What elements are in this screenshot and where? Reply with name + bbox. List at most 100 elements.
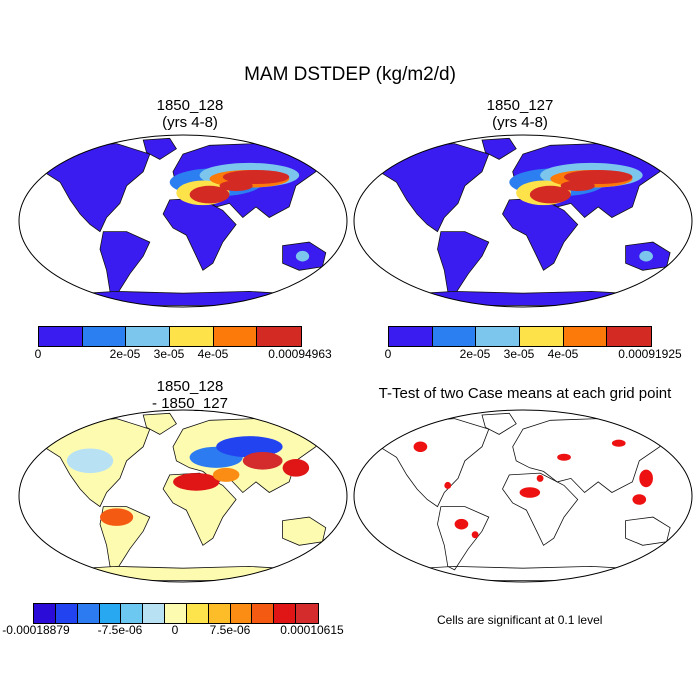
deposition-region [560,180,595,192]
land-africa [502,197,579,271]
significant-cell [471,531,479,539]
colorbar-swatch [296,604,318,623]
colorbar-swatch [165,604,187,623]
colorbar-swatch [432,327,477,346]
land-samerica [437,506,490,571]
land-namerica [368,418,490,508]
colorbar-swatch [39,327,83,346]
colorbar-swatch [519,327,564,346]
land-eurasia [512,418,668,494]
colorbar-swatch [274,604,297,623]
land-namerica [32,143,151,233]
map-border [18,409,348,583]
difference-region [66,448,114,474]
map-border [18,134,348,308]
colorbar-swatch [563,327,608,346]
significant-cell [639,469,653,488]
map-border [353,409,693,583]
land-greenland [142,137,177,160]
colorbar-swatch [121,604,144,623]
significant-cell [519,487,541,498]
panel2-tick-label: 0 [384,347,392,361]
panel2-tick-label: 3e-05 [503,347,535,361]
colorbar-swatch [213,327,258,346]
colorbar-swatch [77,604,100,623]
difference-region [242,452,283,470]
colorbar-swatch [34,604,56,623]
difference-region [100,508,134,526]
panel3-title: 1850_128 - 1850_127 [90,378,290,412]
panel3-tick-label: 0 [171,623,179,637]
panel2-map [353,134,693,308]
colorbar-swatch [257,327,301,346]
colorbar-swatch [186,604,209,623]
panel3-title-line1: 1850_128 [156,378,224,395]
significant-cell [536,474,544,482]
land-namerica [368,143,490,233]
panel2-colorbar [388,326,652,347]
deposition-region [295,250,310,262]
colorbar-swatch [99,604,122,623]
panel1-tick-label: 0.00094963 [268,347,332,361]
panel3-colorbar [33,603,319,624]
panel1-map [18,134,348,308]
significant-cell [454,518,469,530]
difference-region [216,436,283,458]
colorbar-swatch [143,604,166,623]
difference-region [282,459,310,477]
significant-cell [413,441,428,452]
panel3-tick-label: -7.5e-06 [97,623,143,637]
panel2-tick-label: 4e-05 [547,347,579,361]
panel2-tick-label: 2e-05 [459,347,491,361]
panel3-tick-label: 0.00010615 [280,623,344,637]
deposition-region [529,185,571,204]
colorbar-swatch [208,604,231,623]
panel4-title: T-Test of two Case means at each grid po… [350,385,700,402]
panel2-tick-label: 0.00091925 [618,347,682,361]
significant-cell [444,481,452,489]
panel1-tick-label: 4e-05 [197,347,229,361]
colorbar-swatch [169,327,214,346]
deposition-region [219,180,253,192]
difference-region [212,467,240,482]
colorbar-swatch [389,327,433,346]
deposition-region [222,169,290,185]
significance-note: Cells are significant at 0.1 level [437,613,603,627]
colorbar-swatch [252,604,275,623]
panel1-tick-label: 3e-05 [153,347,185,361]
land-africa [502,472,579,546]
land-greenland [481,412,517,435]
map-border [353,134,693,308]
panel3-map [18,409,348,583]
colorbar-swatch [476,327,520,346]
deposition-region [189,185,230,204]
significant-cell [611,439,626,447]
colorbar-swatch [82,327,127,346]
panel3-tick-label: -0.00018879 [2,623,70,637]
panel2-title-line2: (yrs 4-8) [492,114,548,131]
panel3-title-line2: - 1850_127 [152,395,228,412]
panel2-title: 1850_127 (yrs 4-8) [420,97,620,131]
colorbar-swatch [126,327,170,346]
land-greenland [481,137,517,160]
panel1-tick-label: 0 [34,347,42,361]
panel1-tick-label: 2e-05 [109,347,141,361]
panel1-title-line2: (yrs 4-8) [162,114,218,131]
land-samerica [437,231,490,296]
panel3-tick-label: 7.5e-06 [209,623,251,637]
land-australia [625,516,671,546]
colorbar-swatch [55,604,78,623]
panel2-title-line1: 1850_127 [486,97,554,114]
panel1-title: 1850_128 (yrs 4-8) [90,97,290,131]
significant-cell [557,453,571,461]
land-samerica [99,231,151,296]
colorbar-swatch [607,327,651,346]
panel1-title-line1: 1850_128 [156,97,224,114]
panel4-title-line1: T-Test of two Case means at each grid po… [378,385,672,402]
deposition-region [564,169,633,185]
colorbar-swatch [230,604,253,623]
difference-region [173,473,220,491]
figure-title: MAM DSTDEP (kg/m2/d) [244,64,456,85]
land-africa [162,197,237,271]
panel1-colorbar [38,326,302,347]
